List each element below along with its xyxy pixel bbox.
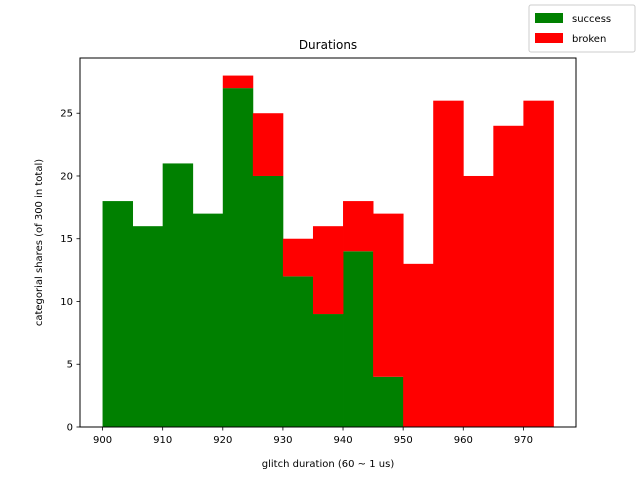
y-tick-label: 10 bbox=[60, 297, 73, 308]
bar-broken-950 bbox=[403, 263, 434, 427]
bar-success-940 bbox=[343, 251, 374, 427]
bars-group bbox=[102, 75, 554, 428]
x-axis-label: glitch duration (60 ~ 1 us) bbox=[262, 459, 395, 470]
bar-success-925 bbox=[252, 175, 284, 427]
legend: success broken bbox=[528, 4, 636, 53]
bar-broken-935 bbox=[312, 226, 344, 315]
y-tick-label: 15 bbox=[60, 234, 73, 245]
y-tick-label: 5 bbox=[67, 360, 73, 371]
bar-broken-925 bbox=[252, 113, 284, 176]
bar-success-910 bbox=[162, 163, 194, 427]
bar-broken-965 bbox=[493, 125, 524, 427]
chart-title: Durations bbox=[299, 38, 357, 52]
bar-success-930 bbox=[282, 276, 314, 427]
bar-broken-940 bbox=[343, 201, 374, 252]
y-tick-label: 0 bbox=[67, 423, 73, 434]
bar-success-905 bbox=[132, 226, 164, 427]
bar-broken-960 bbox=[463, 175, 494, 427]
y-axis-ticks: 0 5 10 15 20 25 bbox=[60, 109, 80, 434]
legend-swatch-broken bbox=[535, 33, 563, 43]
x-tick-label: 940 bbox=[333, 435, 352, 446]
legend-label-broken: broken bbox=[572, 34, 606, 45]
bar-success-920 bbox=[222, 88, 254, 428]
bar-broken-920 bbox=[222, 75, 254, 89]
y-axis-label: categorial shares (of 300 in total) bbox=[34, 159, 45, 326]
x-tick-label: 920 bbox=[213, 435, 232, 446]
x-tick-label: 960 bbox=[454, 435, 473, 446]
plot-frame bbox=[79, 57, 577, 428]
x-tick-label: 900 bbox=[93, 435, 112, 446]
bar-success-945 bbox=[373, 376, 404, 427]
bar-broken-955 bbox=[433, 100, 464, 428]
y-tick-label: 20 bbox=[60, 171, 73, 182]
bar-success-935 bbox=[312, 314, 344, 427]
x-tick-label: 930 bbox=[273, 435, 292, 446]
x-axis-ticks: 900 910 920 930 940 950 960 970 bbox=[93, 427, 533, 446]
x-tick-label: 950 bbox=[394, 435, 413, 446]
legend-swatch-success bbox=[535, 13, 563, 23]
bar-broken-930 bbox=[282, 238, 314, 277]
bar-broken-945 bbox=[373, 213, 404, 377]
x-tick-label: 970 bbox=[514, 435, 533, 446]
y-tick-label: 25 bbox=[60, 109, 73, 120]
bar-success-915 bbox=[192, 213, 224, 427]
bar-broken-970 bbox=[523, 100, 554, 428]
legend-label-success: success bbox=[572, 14, 611, 25]
x-tick-label: 910 bbox=[153, 435, 172, 446]
bar-success-900 bbox=[102, 201, 134, 427]
